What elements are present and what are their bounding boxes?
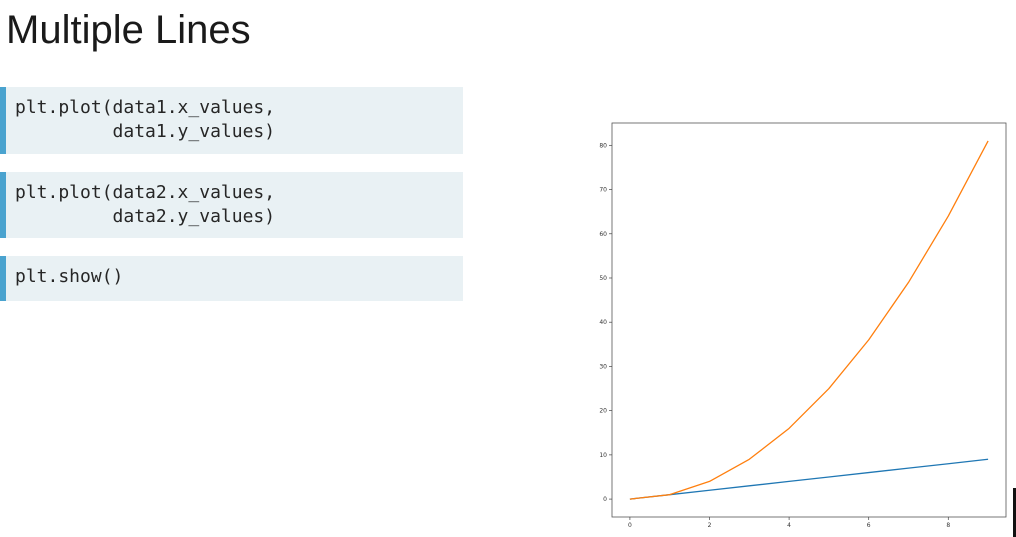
code-line: plt.plot(data1.x_values, [15, 96, 463, 120]
y-tick-label-20: 20 [599, 408, 607, 415]
code-block-plot-data1: plt.plot(data1.x_values, data1.y_values) [0, 87, 463, 154]
code-block-plot-data2: plt.plot(data2.x_values, data2.y_values) [0, 172, 463, 238]
slide-title: Multiple Lines [6, 4, 251, 56]
y-tick-label-10: 10 [599, 452, 607, 459]
x-tick-label-0: 0 [628, 522, 632, 529]
plot-frame [612, 123, 1006, 517]
y-tick-label-40: 40 [599, 319, 607, 326]
x-tick-label-2: 2 [708, 522, 712, 529]
y-tick-label-50: 50 [599, 275, 607, 282]
code-block-show: plt.show() [0, 256, 463, 301]
y-tick-label-80: 80 [599, 142, 607, 149]
code-line: data2.y_values) [15, 205, 463, 229]
y-tick-label-70: 70 [599, 187, 607, 194]
code-line: plt.show() [15, 265, 463, 289]
y-tick-label-0: 0 [603, 496, 607, 503]
x-tick-label-8: 8 [946, 522, 950, 529]
code-line: plt.plot(data2.x_values, [15, 181, 463, 205]
y-tick-label-30: 30 [599, 363, 607, 370]
x-tick-label-6: 6 [867, 522, 871, 529]
code-line: data1.y_values) [15, 120, 463, 144]
x-tick-label-4: 4 [787, 522, 791, 529]
y-tick-label-60: 60 [599, 231, 607, 238]
series-line-data2 [630, 141, 988, 499]
series-line-data1 [630, 459, 988, 499]
